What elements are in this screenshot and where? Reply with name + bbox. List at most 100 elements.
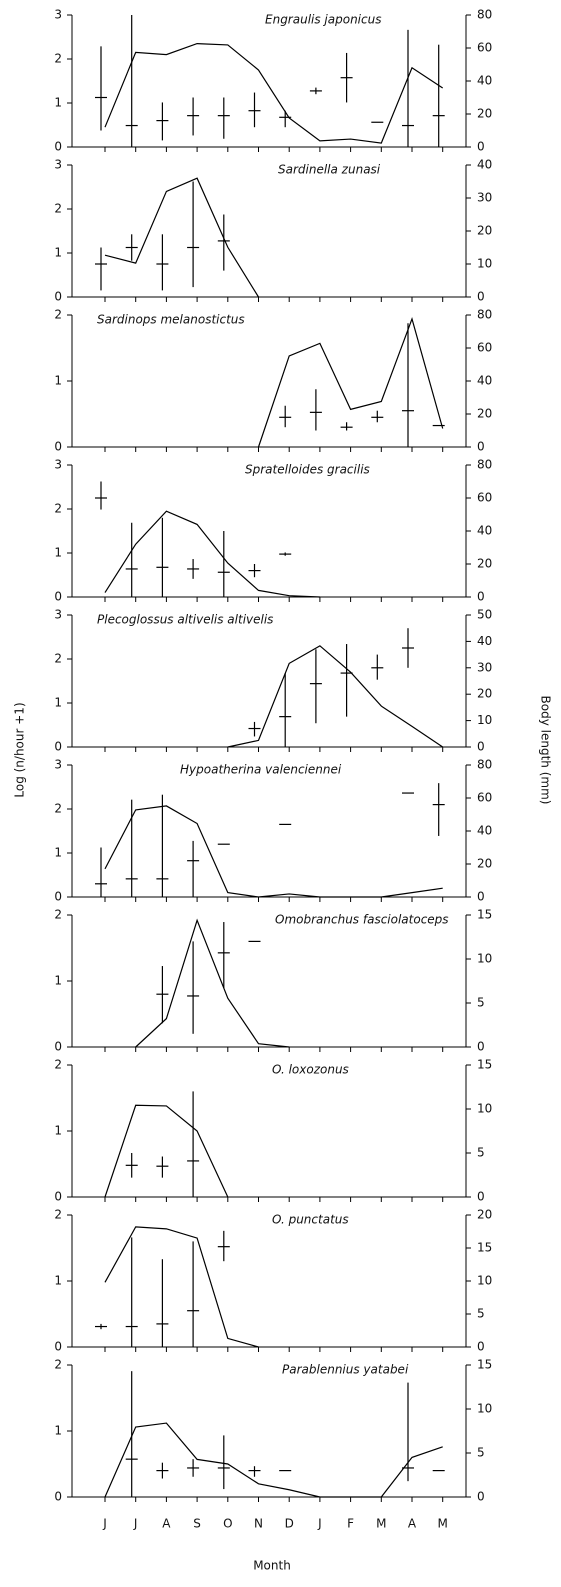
y2-tick-label: 5 [477, 1446, 485, 1460]
y-tick-label: 3 [54, 458, 62, 472]
y2-tick-label: 0 [477, 290, 485, 304]
y-tick-label: 1 [54, 96, 62, 110]
y-tick-label: 0 [54, 1190, 62, 1204]
y-tick-label: 1 [54, 246, 62, 260]
y2-tick-label: 5 [477, 996, 485, 1010]
panel-title: Omobranchus fasciolatoceps [275, 913, 449, 927]
y2-tick-label: 0 [477, 890, 485, 904]
y-tick-label: 0 [54, 1340, 62, 1354]
abundance-line [104, 510, 320, 598]
panel-title: O. punctatus [272, 1213, 349, 1227]
y2-tick-label: 0 [477, 1340, 485, 1354]
y-tick-label: 0 [54, 140, 62, 154]
x-tick-label: J [317, 1517, 322, 1531]
x-tick-label: A [408, 1517, 417, 1531]
y2-tick-label: 40 [477, 374, 492, 388]
y2-tick-label: 40 [477, 158, 492, 172]
y2-tick-label: 20 [477, 407, 492, 421]
y-tick-label: 3 [54, 158, 62, 172]
y2-tick-label: 20 [477, 107, 492, 121]
y2-tick-label: 10 [477, 952, 492, 966]
y2-tick-label: 10 [477, 257, 492, 271]
y2-tick-label: 10 [477, 1102, 492, 1116]
y-tick-label: 2 [54, 1058, 62, 1072]
y2-axis-label: Body length (mm) [539, 696, 553, 805]
y2-tick-label: 60 [477, 41, 492, 55]
y2-tick-label: 40 [477, 634, 492, 648]
y-tick-label: 0 [54, 890, 62, 904]
y2-tick-label: 60 [477, 791, 492, 805]
y2-tick-label: 20 [477, 1208, 492, 1222]
y-tick-label: 0 [54, 590, 62, 604]
y-tick-label: 1 [54, 696, 62, 710]
y-tick-label: 2 [54, 652, 62, 666]
abundance-line [104, 1226, 259, 1348]
y2-tick-label: 80 [477, 308, 492, 322]
y-tick-label: 3 [54, 758, 62, 772]
y-tick-label: 2 [54, 1208, 62, 1222]
y-tick-label: 2 [54, 202, 62, 216]
y2-tick-label: 60 [477, 341, 492, 355]
y2-tick-label: 40 [477, 524, 492, 538]
y2-tick-label: 10 [477, 713, 492, 727]
y2-tick-label: 50 [477, 608, 492, 622]
abundance-line [227, 645, 444, 748]
y-tick-label: 1 [54, 374, 62, 388]
abundance-line [104, 805, 443, 898]
y-tick-label: 1 [54, 974, 62, 988]
x-tick-label: S [193, 1517, 201, 1531]
abundance-line [257, 317, 444, 448]
y2-tick-label: 20 [477, 687, 492, 701]
y2-tick-label: 20 [477, 224, 492, 238]
y-tick-label: 0 [54, 1040, 62, 1054]
y2-tick-label: 10 [477, 1274, 492, 1288]
x-tick-label: A [162, 1517, 171, 1531]
x-tick-label: J [133, 1517, 138, 1531]
y2-tick-label: 15 [477, 1058, 492, 1072]
panel-title: Plecoglossus altivelis altivelis [97, 613, 273, 627]
x-tick-label: N [254, 1517, 263, 1531]
y2-tick-label: 0 [477, 1040, 485, 1054]
y-tick-label: 2 [54, 1358, 62, 1372]
x-axis-label: Month [253, 1559, 291, 1573]
y-tick-label: 1 [54, 1424, 62, 1438]
panel-title: Sardinella zunasi [278, 163, 381, 177]
y-tick-label: 2 [54, 502, 62, 516]
y2-tick-label: 40 [477, 74, 492, 88]
panel-title: Sardinops melanostictus [97, 313, 245, 327]
abundance-line [104, 42, 444, 144]
y2-tick-label: 60 [477, 491, 492, 505]
y2-tick-label: 10 [477, 1402, 492, 1416]
y-tick-label: 1 [54, 1124, 62, 1138]
y2-tick-label: 0 [477, 1490, 485, 1504]
y2-tick-label: 20 [477, 857, 492, 871]
y2-tick-label: 15 [477, 908, 492, 922]
x-tick-label: F [347, 1517, 354, 1531]
y2-tick-label: 30 [477, 660, 492, 674]
y2-tick-label: 0 [477, 590, 485, 604]
y2-tick-label: 40 [477, 824, 492, 838]
y-tick-label: 0 [54, 740, 62, 754]
y-tick-label: 2 [54, 802, 62, 816]
y2-tick-label: 5 [477, 1307, 485, 1321]
abundance-line [104, 1104, 229, 1198]
x-tick-label: O [223, 1517, 232, 1531]
x-tick-label: J [102, 1517, 107, 1531]
y-tick-label: 2 [54, 908, 62, 922]
panel-title: Spratelloides gracilis [245, 463, 370, 477]
y2-tick-label: 0 [477, 440, 485, 454]
panel-title: Engraulis japonicus [265, 13, 381, 27]
y2-tick-label: 30 [477, 191, 492, 205]
y-tick-label: 0 [54, 440, 62, 454]
y2-tick-label: 5 [477, 1146, 485, 1160]
y-tick-label: 3 [54, 608, 62, 622]
y-tick-label: 1 [54, 546, 62, 560]
x-tick-label: M [438, 1517, 448, 1531]
y2-tick-label: 20 [477, 557, 492, 571]
x-tick-label: D [285, 1517, 294, 1531]
y2-tick-label: 15 [477, 1241, 492, 1255]
y2-tick-label: 0 [477, 1190, 485, 1204]
x-tick-label: M [376, 1517, 386, 1531]
